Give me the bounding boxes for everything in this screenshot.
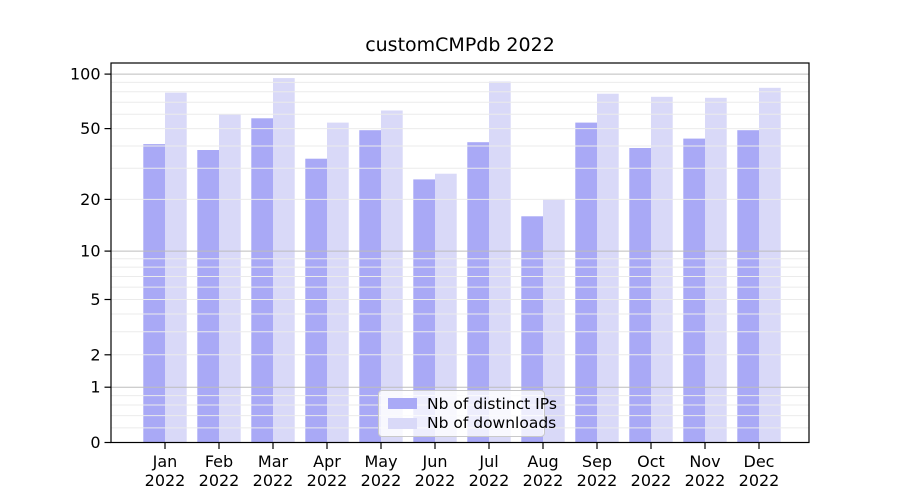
bar-distinct-ips-apr <box>305 158 327 443</box>
x-axis-tick-label-year: 2022 <box>469 471 510 490</box>
bar-distinct-ips-may <box>359 130 381 443</box>
bar-downloads-dec <box>759 87 781 443</box>
x-axis-tick-label-year: 2022 <box>415 471 456 490</box>
x-axis-tick-label-month: Jul <box>478 452 498 471</box>
bar-distinct-ips-aug <box>521 216 543 443</box>
legend-swatch-downloads <box>388 417 417 429</box>
x-axis-tick-label-month: Oct <box>637 452 665 471</box>
x-axis-tick-label-month: Feb <box>205 452 233 471</box>
bar-distinct-ips-sep <box>575 122 597 443</box>
bar-downloads-feb <box>219 114 241 443</box>
x-axis-tick-label-year: 2022 <box>145 471 186 490</box>
bar-downloads-mar <box>273 78 295 443</box>
y-axis-tick-label: 5 <box>90 290 100 309</box>
x-axis-tick-label-month: Apr <box>313 452 341 471</box>
x-axis-tick-label-year: 2022 <box>631 471 672 490</box>
bar-distinct-ips-jun <box>413 179 435 443</box>
x-axis-tick-label-month: Aug <box>527 452 558 471</box>
x-axis-tick-label-year: 2022 <box>253 471 294 490</box>
x-axis-tick-label-year: 2022 <box>307 471 348 490</box>
bar-distinct-ips-oct <box>629 148 651 443</box>
y-axis-tick-label: 20 <box>80 190 100 209</box>
legend-label-distinct-ips: Nb of distinct IPs <box>427 394 557 413</box>
x-axis-tick-label-year: 2022 <box>577 471 618 490</box>
legend-item-downloads: Nb of downloads <box>388 414 556 432</box>
bar-downloads-jun <box>435 173 457 443</box>
bar-distinct-ips-dec <box>737 130 759 443</box>
legend-swatch-distinct-ips <box>388 398 417 410</box>
x-axis-tick-label-year: 2022 <box>685 471 726 490</box>
chart-title: customCMPdb 2022 <box>365 34 555 56</box>
bar-downloads-jul <box>489 81 511 443</box>
x-axis-tick-label-year: 2022 <box>199 471 240 490</box>
x-axis-tick-label-month: Nov <box>689 452 720 471</box>
bar-distinct-ips-jul <box>467 142 489 443</box>
x-axis-tick-label-month: Jun <box>422 452 448 471</box>
y-axis-tick-label: 1 <box>90 378 100 397</box>
bar-downloads-oct <box>651 96 673 443</box>
axis-frame <box>110 62 810 444</box>
bar-distinct-ips-feb <box>197 150 219 443</box>
y-axis-tick-label: 2 <box>90 345 100 364</box>
y-axis-tick-label: 50 <box>80 119 100 138</box>
x-axis-tick-label-year: 2022 <box>739 471 780 490</box>
y-axis-tick-label: 100 <box>70 65 101 84</box>
x-axis-tick-label-month: Sep <box>582 452 612 471</box>
y-axis-tick-label: 0 <box>90 433 100 452</box>
x-axis-tick-label-month: May <box>364 452 397 471</box>
y-axis-tick-label: 10 <box>80 242 100 261</box>
bar-downloads-nov <box>705 97 727 443</box>
legend-item-distinct-ips: Nb of distinct IPs <box>388 395 557 413</box>
legend-label-downloads: Nb of downloads <box>427 414 557 433</box>
x-axis-tick-label-month: Dec <box>744 452 775 471</box>
bar-distinct-ips-jan <box>143 144 165 443</box>
x-axis-tick-label-year: 2022 <box>361 471 402 490</box>
bar-distinct-ips-mar <box>251 118 273 443</box>
x-axis-tick-label-month: Mar <box>258 452 289 471</box>
bar-downloads-aug <box>543 199 565 443</box>
bar-downloads-apr <box>327 122 349 443</box>
legend: Nb of distinct IPs Nb of downloads <box>378 390 557 437</box>
x-axis-tick-label-month: Jan <box>152 452 178 471</box>
bar-distinct-ips-nov <box>683 138 705 443</box>
x-axis-tick-label-year: 2022 <box>523 471 564 490</box>
